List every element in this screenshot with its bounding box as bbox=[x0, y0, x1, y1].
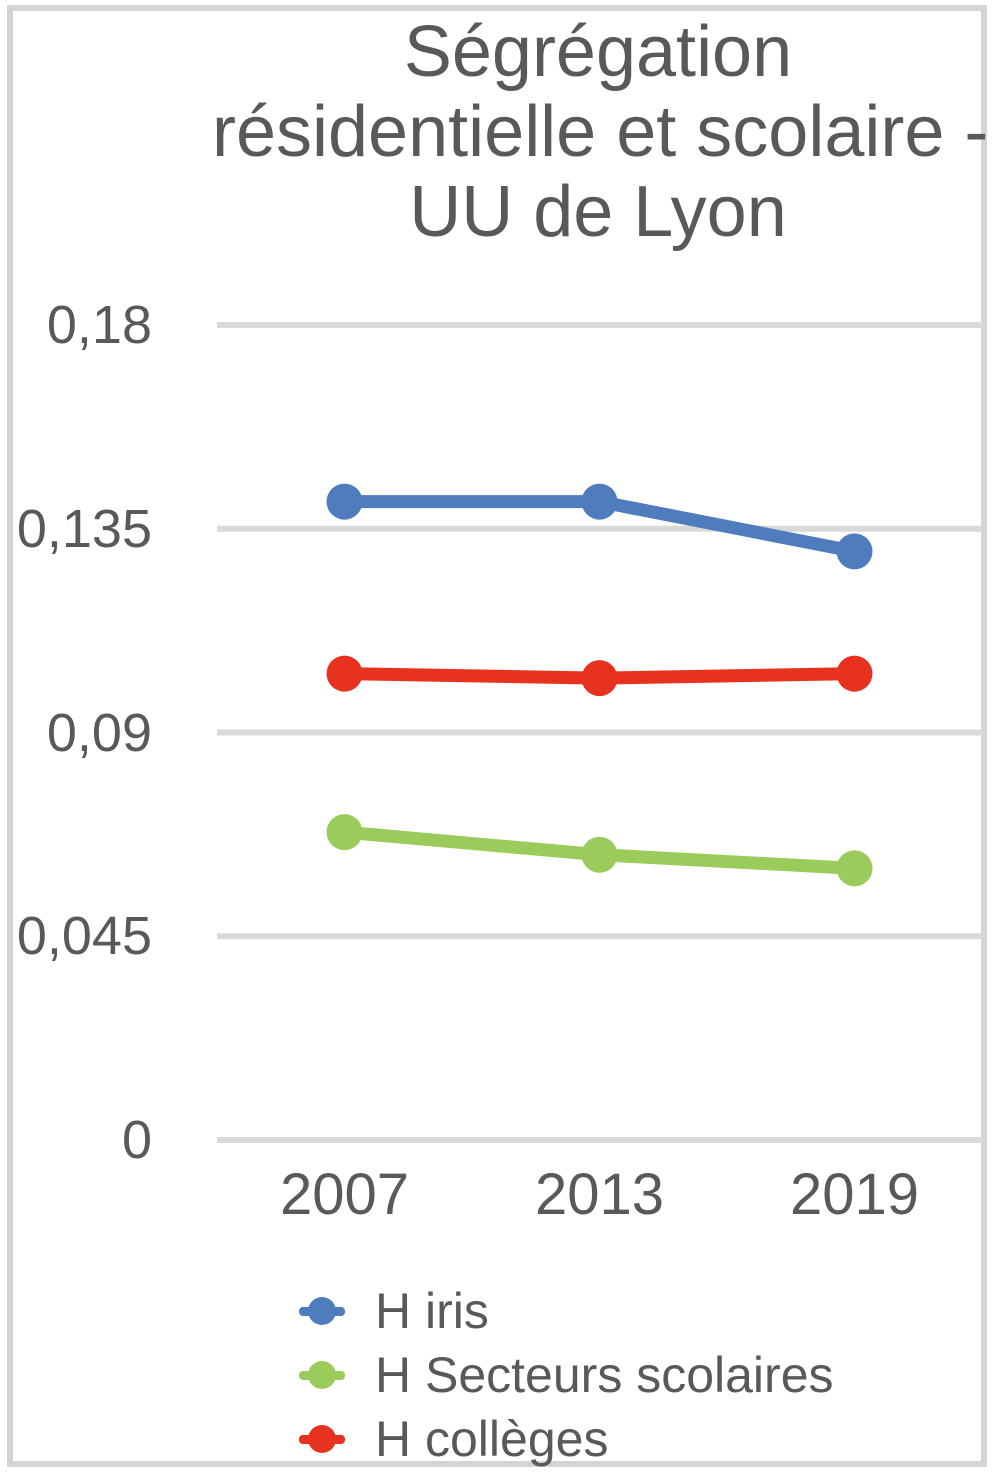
chart-title-line: résidentielle et scolaire - bbox=[212, 92, 989, 172]
chart-title-line: Ségrégation bbox=[403, 12, 793, 92]
series-dot-swatch bbox=[308, 1297, 336, 1325]
chart-frame bbox=[7, 5, 987, 1467]
legend-item-label: H iris bbox=[375, 1283, 489, 1339]
chart-title: Ségrégation résidentielle et scolaire - … bbox=[212, 12, 989, 252]
series-dot-swatch bbox=[308, 1361, 336, 1389]
data-point bbox=[326, 814, 363, 851]
series-marker-icon bbox=[299, 1297, 345, 1325]
data-point bbox=[836, 655, 873, 692]
legend-item: H collèges bbox=[299, 1407, 834, 1471]
x-axis-tick-label: 2007 bbox=[279, 1162, 410, 1227]
chart-legend: H iris H Secteurs scolaires H collèges bbox=[299, 1279, 834, 1471]
y-axis-tick-label: 0,18 bbox=[46, 295, 152, 355]
series-marker-icon bbox=[299, 1425, 345, 1453]
legend-item-label: H Secteurs scolaires bbox=[375, 1347, 834, 1403]
legend-item: H Secteurs scolaires bbox=[299, 1343, 834, 1407]
data-point bbox=[836, 850, 873, 887]
chart-title-line: UU de Lyon bbox=[409, 172, 787, 252]
series-marker-icon bbox=[299, 1361, 345, 1389]
data-point bbox=[326, 655, 363, 692]
data-point bbox=[581, 836, 618, 873]
legend-item-label: H collèges bbox=[375, 1411, 609, 1467]
series-dot-swatch bbox=[308, 1425, 336, 1453]
data-point bbox=[581, 483, 618, 520]
data-point bbox=[581, 660, 618, 697]
legend-item: H iris bbox=[299, 1279, 834, 1343]
data-point bbox=[326, 483, 363, 520]
x-axis-tick-label: 2013 bbox=[534, 1162, 665, 1227]
data-point bbox=[836, 533, 873, 570]
x-axis-tick-label: 2019 bbox=[789, 1162, 920, 1227]
y-axis-tick-label: 0,135 bbox=[16, 498, 152, 559]
y-axis-tick-label: 0,09 bbox=[46, 702, 152, 763]
y-axis-tick-label: 0,045 bbox=[16, 906, 152, 967]
y-axis-tick-label: 0 bbox=[121, 1110, 152, 1170]
